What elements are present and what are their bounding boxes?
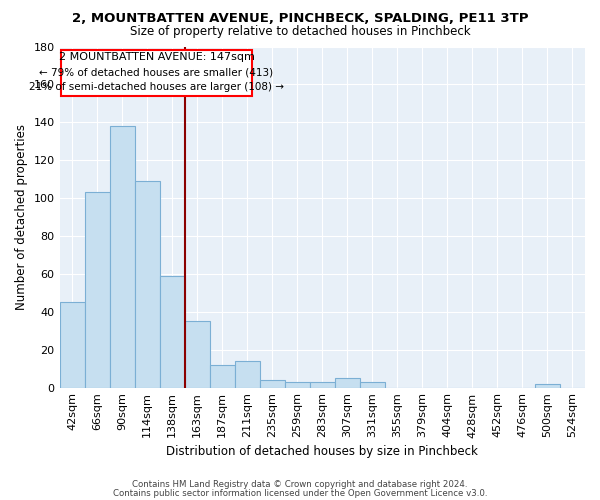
Bar: [209, 365, 235, 388]
Y-axis label: Number of detached properties: Number of detached properties: [15, 124, 28, 310]
Bar: [85, 192, 110, 388]
Bar: [260, 380, 285, 388]
Bar: [335, 378, 360, 388]
Bar: [110, 126, 134, 388]
Bar: [235, 361, 260, 388]
Text: 21% of semi-detached houses are larger (108) →: 21% of semi-detached houses are larger (…: [29, 82, 284, 92]
Bar: [185, 322, 209, 388]
Text: 2 MOUNTBATTEN AVENUE: 147sqm: 2 MOUNTBATTEN AVENUE: 147sqm: [59, 52, 254, 62]
Bar: [310, 382, 335, 388]
Bar: [535, 384, 560, 388]
Text: Size of property relative to detached houses in Pinchbeck: Size of property relative to detached ho…: [130, 25, 470, 38]
Text: Contains HM Land Registry data © Crown copyright and database right 2024.: Contains HM Land Registry data © Crown c…: [132, 480, 468, 489]
X-axis label: Distribution of detached houses by size in Pinchbeck: Distribution of detached houses by size …: [166, 444, 478, 458]
Text: 2, MOUNTBATTEN AVENUE, PINCHBECK, SPALDING, PE11 3TP: 2, MOUNTBATTEN AVENUE, PINCHBECK, SPALDI…: [72, 12, 528, 26]
Bar: [160, 276, 185, 388]
Bar: [59, 302, 85, 388]
Bar: [134, 181, 160, 388]
FancyBboxPatch shape: [61, 50, 252, 96]
Bar: [360, 382, 385, 388]
Text: Contains public sector information licensed under the Open Government Licence v3: Contains public sector information licen…: [113, 488, 487, 498]
Text: ← 79% of detached houses are smaller (413): ← 79% of detached houses are smaller (41…: [40, 67, 274, 77]
Bar: [285, 382, 310, 388]
